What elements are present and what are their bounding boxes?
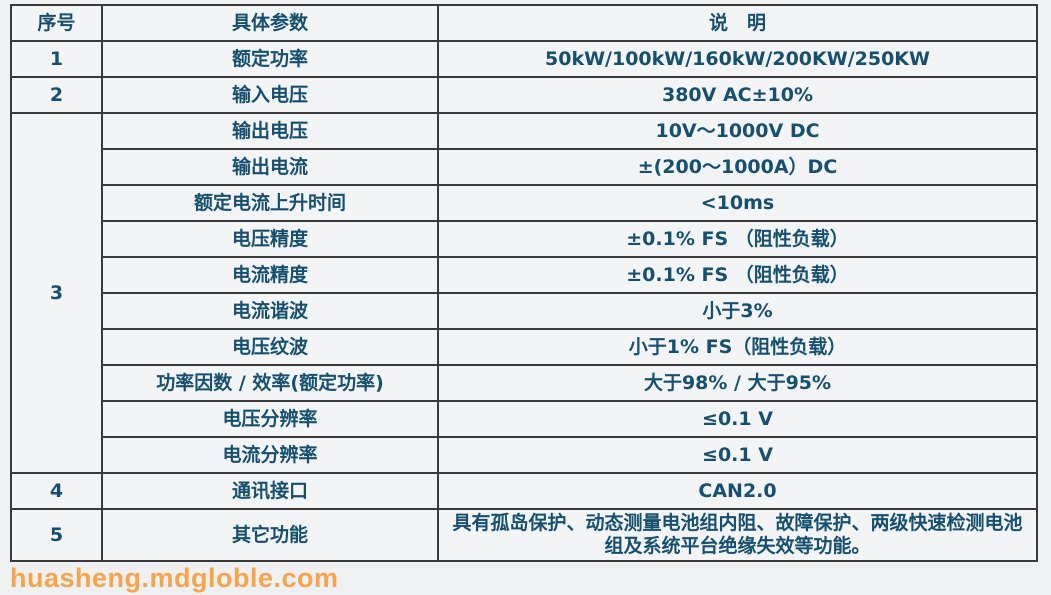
row-param: 输出电压 <box>101 112 439 150</box>
row-desc: <10ms <box>437 184 1038 222</box>
header-param: 具体参数 <box>101 4 439 42</box>
row-param: 电压纹波 <box>101 328 439 366</box>
row-param: 额定电流上升时间 <box>101 184 439 222</box>
table-row: 电流谐波 小于3% <box>11 292 1038 330</box>
table-row: 4 通讯接口 CAN2.0 <box>10 472 1038 510</box>
row-param: 功率因数 / 效率(额定功率) <box>101 364 439 402</box>
row-no: 4 <box>10 472 103 510</box>
table-row: 电压精度 ±0.1% FS （阻性负载） <box>11 220 1038 258</box>
table-row: 输出电流 ±(200～1000A）DC <box>11 148 1038 186</box>
header-row: 序号 具体参数 说 明 <box>10 4 1038 42</box>
row-param: 其它功能 <box>101 508 439 562</box>
row-param: 电压分辨率 <box>101 400 439 438</box>
table-row: 电压分辨率 ≤0.1 V <box>11 400 1038 438</box>
row-desc: ≤0.1 V <box>437 436 1038 474</box>
row-desc: 50kW/100kW/160kW/200KW/250KW <box>437 40 1038 78</box>
row-param: 额定功率 <box>101 40 439 78</box>
row-param: 输出电流 <box>101 148 439 186</box>
row-desc: ±0.1% FS （阻性负载） <box>437 256 1038 294</box>
spec-table: 序号 具体参数 说 明 1 额定功率 50kW/100kW/160kW/200K… <box>10 4 1038 562</box>
row-desc: 小于3% <box>437 292 1038 330</box>
table-row: 额定电流上升时间 <10ms <box>11 184 1038 222</box>
row-desc: 10V～1000V DC <box>437 112 1038 150</box>
header-no: 序号 <box>10 4 103 42</box>
row-no: 1 <box>10 40 103 78</box>
table-row: 电压纹波 小于1% FS（阻性负载） <box>11 328 1038 366</box>
table-row: 1 额定功率 50kW/100kW/160kW/200KW/250KW <box>10 40 1038 78</box>
row-no: 5 <box>10 508 103 562</box>
row-param: 电流分辨率 <box>101 436 439 474</box>
table-row: 电流精度 ±0.1% FS （阻性负载） <box>11 256 1038 294</box>
row-param: 电压精度 <box>101 220 439 258</box>
table-row: 电流分辨率 ≤0.1 V <box>11 436 1038 474</box>
table-row: 3 输出电压 10V～1000V DC <box>10 112 1038 474</box>
row-desc: 具有孤岛保护、动态测量电池组内阻、故障保护、两级快速检测电池组及系统平台绝缘失效… <box>437 508 1038 562</box>
row-desc: 380V AC±10% <box>437 76 1038 114</box>
row-param: 输入电压 <box>101 76 439 114</box>
row-desc: 大于98% / 大于95% <box>437 364 1038 402</box>
table-row: 5 其它功能 具有孤岛保护、动态测量电池组内阻、故障保护、两级快速检测电池组及系… <box>10 508 1038 562</box>
row-param: 通讯接口 <box>101 472 439 510</box>
row-desc: 小于1% FS（阻性负载） <box>437 328 1038 366</box>
row-no: 3 <box>10 112 103 474</box>
header-desc: 说 明 <box>437 4 1038 42</box>
row-desc: ≤0.1 V <box>437 400 1038 438</box>
row-param: 电流谐波 <box>101 292 439 330</box>
row-no: 2 <box>10 76 103 114</box>
table-row: 2 输入电压 380V AC±10% <box>10 76 1038 114</box>
row-desc: ±0.1% FS （阻性负载） <box>437 220 1038 258</box>
watermark: huasheng.mdgloble.com <box>10 563 339 593</box>
row-param: 电流精度 <box>101 256 439 294</box>
row-desc: CAN2.0 <box>437 472 1038 510</box>
row-desc: ±(200～1000A）DC <box>437 148 1038 186</box>
table-row: 功率因数 / 效率(额定功率) 大于98% / 大于95% <box>11 364 1038 402</box>
